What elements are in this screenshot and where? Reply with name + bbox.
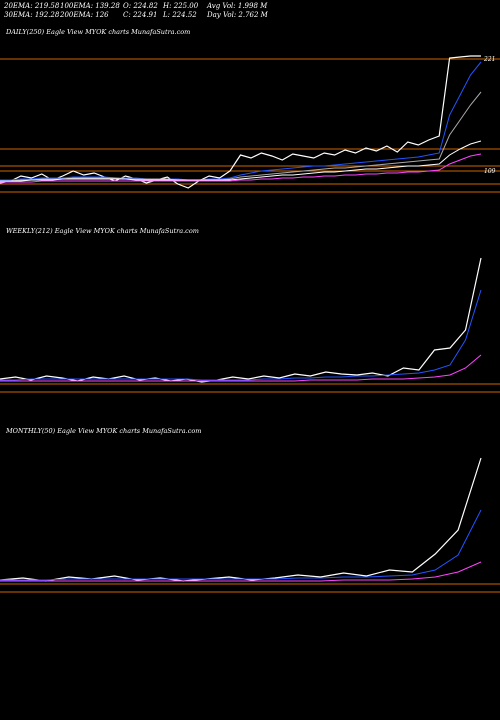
monthly-panel-title: MONTHLY(50) Eagle View MYOK charts Munaf… [6,427,202,435]
ema30-value: 30EMA: 192.28 [4,11,60,19]
avg-volume-value: Avg Vol: 1.998 M [207,2,268,10]
weekly-chart [0,257,500,393]
daily-price-label-1: 109 [484,168,496,175]
ema200-value: 200EMA: 126 [60,11,109,19]
monthly-chart [0,457,500,593]
weekly-panel-title: WEEKLY(212) Eagle View MYOK charts Munaf… [6,227,199,235]
ema20-value: 20EMA: 219.58 [4,2,60,10]
indicator-header: 20EMA: 219.58100EMA: 139.28 O: 224.82 H: 2… [4,2,268,20]
open-value: O: 224.82 [123,2,158,10]
weekly-series-0 [0,257,482,383]
close-value: C: 224.91 [123,11,158,19]
daily-series-1 [0,61,482,181]
indicator-row-1: 20EMA: 219.58100EMA: 139.28 O: 224.82 H: 2… [4,2,268,11]
daily-series-2 [0,91,482,182]
monthly-series-2 [0,561,482,582]
high-value: H: 225.00 [163,2,199,10]
daily-series-3 [0,140,482,182]
daily-price-label-0: 221 [483,56,495,63]
indicator-row-2: 30EMA: 192.28200EMA: 126 C: 224.91 L: 224.… [4,11,268,20]
daily-series-4 [0,153,482,183]
daily-panel-title: DAILY(250) Eagle View MYOK charts Munafa… [6,28,191,36]
low-value: L: 224.52 [163,11,197,19]
weekly-series-1 [0,289,482,381]
day-volume-value: Day Vol: 2.762 M [207,11,268,19]
monthly-series-0 [0,457,482,582]
weekly-series-2 [0,354,482,382]
daily-series-0 [0,55,481,189]
monthly-series-1 [0,509,482,581]
ema100-value: 100EMA: 139.28 [60,2,120,10]
daily-chart: 221 109 [0,55,500,193]
